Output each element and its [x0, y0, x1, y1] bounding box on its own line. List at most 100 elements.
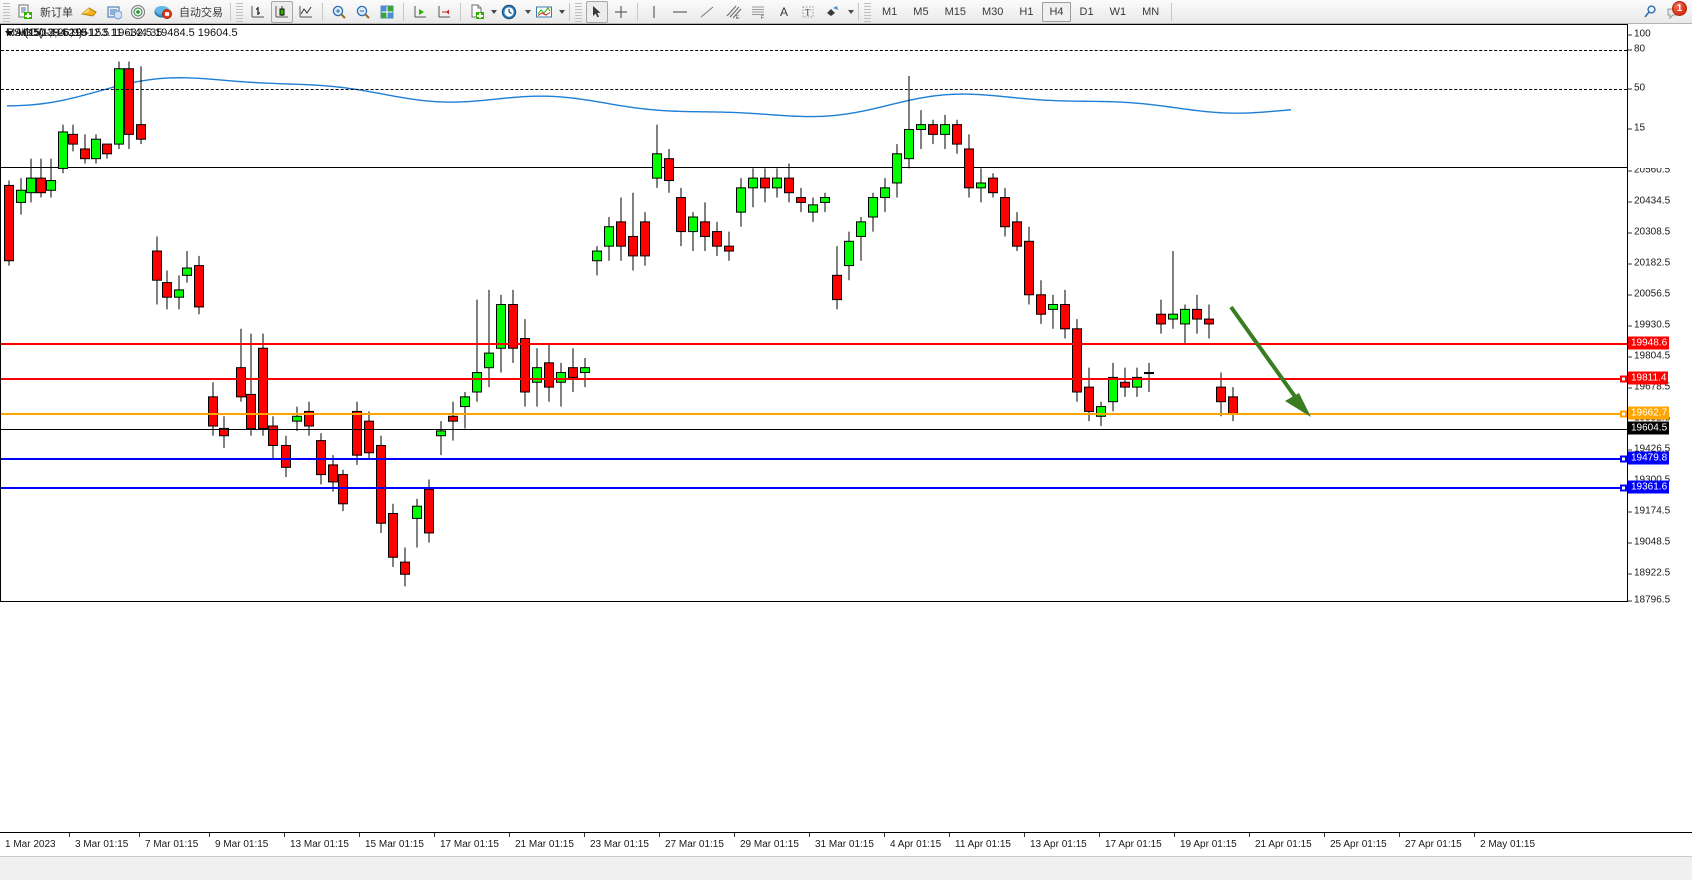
macd-label: MACD(12,26,9) -153.11 -144.35 — [6, 27, 163, 39]
auto-trading-icon — [154, 5, 172, 19]
support-lower-tag[interactable]: 19361.6 — [1628, 480, 1670, 494]
trendline-button[interactable] — [695, 1, 719, 23]
timeframe-w1[interactable]: W1 — [1109, 5, 1127, 18]
candlestick-chart-button[interactable] — [271, 0, 293, 23]
rsi-pane[interactable]: RSI(15) 39.6219 — [0, 24, 1628, 168]
text-label-button[interactable]: T — [797, 1, 819, 23]
rsi-tick-50: 50 — [1628, 83, 1645, 94]
support-lower-handle[interactable] — [1620, 484, 1627, 492]
candlestick-series — [4, 61, 1238, 587]
chart-shift-icon — [438, 5, 450, 17]
price-pane[interactable]: HK50-,H4 19512.5 19632.5 19484.5 19604.5 — [0, 24, 1628, 602]
price-tick-8: 20056.5 — [1628, 289, 1670, 300]
support-lower-line[interactable] — [1, 484, 1627, 492]
status-bar — [0, 856, 1692, 880]
time-tick-mark — [584, 833, 585, 837]
resistance-upper-tag[interactable]: 19948.6 — [1628, 336, 1670, 350]
resistance-lower-tag[interactable]: 19811.4 — [1628, 371, 1669, 385]
support-upper-handle[interactable] — [1620, 455, 1627, 463]
new-order-label[interactable]: 新订单 — [40, 6, 73, 19]
period-button[interactable] — [498, 1, 522, 23]
toolbar-grip-2[interactable] — [236, 1, 243, 22]
toolbar-right-group: 1 — [1638, 0, 1692, 23]
time-axis-label: 1 Mar 2023 — [5, 839, 56, 850]
cursor-button[interactable] — [586, 0, 608, 23]
template-dropdown-caret[interactable] — [491, 9, 497, 14]
chart-menu-caret-icon[interactable] — [5, 30, 13, 36]
period-dropdown-caret[interactable] — [525, 9, 531, 14]
timeframe-m1[interactable]: M1 — [882, 5, 898, 18]
vertical-line-icon — [653, 5, 655, 18]
timeframe-m15[interactable]: M15 — [944, 5, 966, 18]
support-upper-tag[interactable]: 19479.8 — [1628, 451, 1670, 465]
toolbar-separator-7 — [858, 2, 859, 21]
time-axis-label: 31 Mar 01:15 — [815, 839, 874, 850]
toolbar-grip-4[interactable] — [864, 1, 871, 22]
zoom-out-button[interactable] — [352, 1, 374, 23]
resistance-lower-line[interactable] — [1, 375, 1627, 383]
zoom-in-button[interactable] — [328, 1, 350, 23]
price-tick-18: 18796.5 — [1628, 595, 1670, 606]
timeframe-m5[interactable]: M5 — [913, 5, 929, 18]
new-order-button[interactable] — [14, 1, 36, 23]
pivot-level-line[interactable] — [1, 410, 1627, 418]
data-window-button[interactable] — [376, 1, 398, 23]
fibonacci-icon: F — [752, 6, 764, 20]
auto-trading-label[interactable]: 自动交易 — [179, 6, 223, 19]
toolbar-separator-4 — [460, 2, 461, 21]
timeframe-m30[interactable]: M30 — [981, 5, 1004, 18]
indicators-button[interactable] — [532, 1, 556, 23]
auto-scroll-button[interactable] — [409, 1, 431, 23]
line-chart-icon — [299, 5, 312, 17]
down-arrow-annotation[interactable] — [1219, 297, 1339, 437]
pivot-level-handle[interactable] — [1620, 410, 1627, 418]
indicators-dropdown-caret[interactable] — [559, 9, 565, 14]
shapes-button[interactable] — [821, 1, 845, 23]
terminal-button[interactable] — [103, 1, 125, 23]
timeframe-h4[interactable]: H4 — [1042, 1, 1071, 22]
navigator-button[interactable] — [127, 1, 149, 23]
timeframe-d1[interactable]: D1 — [1079, 5, 1094, 18]
price-tick-17: 18922.5 — [1628, 568, 1670, 579]
time-tick-mark — [1399, 833, 1400, 837]
text-button[interactable]: A — [773, 1, 795, 23]
time-tick-mark — [284, 833, 285, 837]
line-chart-button[interactable] — [295, 1, 317, 23]
time-tick-mark — [359, 833, 360, 837]
rsi-axis[interactable]: 100 80 50 15 — [1628, 24, 1692, 168]
horizontal-line-button[interactable] — [667, 1, 693, 23]
time-axis-label: 3 Mar 01:15 — [75, 839, 129, 850]
chart-area[interactable]: HK50-,H4 19512.5 19632.5 19484.5 19604.5… — [0, 24, 1692, 880]
resistance-upper-line[interactable] — [1, 343, 1627, 345]
fx-button[interactable] — [77, 1, 101, 23]
notification-badge: 1 — [1672, 0, 1687, 16]
vertical-line-button[interactable] — [643, 1, 665, 23]
template-button[interactable] — [466, 1, 488, 23]
pivot-level-tag[interactable]: 19662.7 — [1628, 406, 1670, 420]
trendline-icon — [700, 6, 714, 17]
timeframe-h1[interactable]: H1 — [1019, 5, 1034, 18]
time-tick-mark — [1474, 833, 1475, 837]
time-tick-mark — [734, 833, 735, 837]
auto-trading-button[interactable] — [151, 1, 175, 23]
time-tick-mark — [1174, 833, 1175, 837]
bar-chart-icon — [251, 5, 264, 17]
equidistant-channel-button[interactable]: E — [721, 1, 745, 23]
alerts-button[interactable]: 1 — [1666, 0, 1687, 21]
time-axis[interactable]: 1 Mar 2023 3 Mar 01:15 7 Mar 01:15 9 Mar 01… — [0, 832, 1692, 856]
fibonacci-button[interactable]: F — [747, 1, 771, 23]
last-price-tag: 19604.5 — [1628, 421, 1670, 435]
bar-chart-button[interactable] — [247, 1, 269, 23]
time-axis-label: 2 May 01:15 — [1480, 839, 1536, 850]
toolbar-grip[interactable] — [3, 1, 10, 22]
search-button[interactable] — [1639, 1, 1661, 23]
resistance-lower-handle[interactable] — [1620, 375, 1627, 383]
rsi-tick-80: 80 — [1628, 44, 1645, 55]
toolbar-grip-3[interactable] — [575, 1, 582, 22]
support-upper-line[interactable] — [1, 455, 1627, 463]
crosshair-button[interactable] — [610, 1, 632, 23]
shapes-dropdown-caret[interactable] — [848, 9, 854, 14]
timeframe-mn[interactable]: MN — [1142, 5, 1160, 18]
rsi-series — [6, 77, 1292, 118]
chart-shift-button[interactable] — [433, 1, 455, 23]
